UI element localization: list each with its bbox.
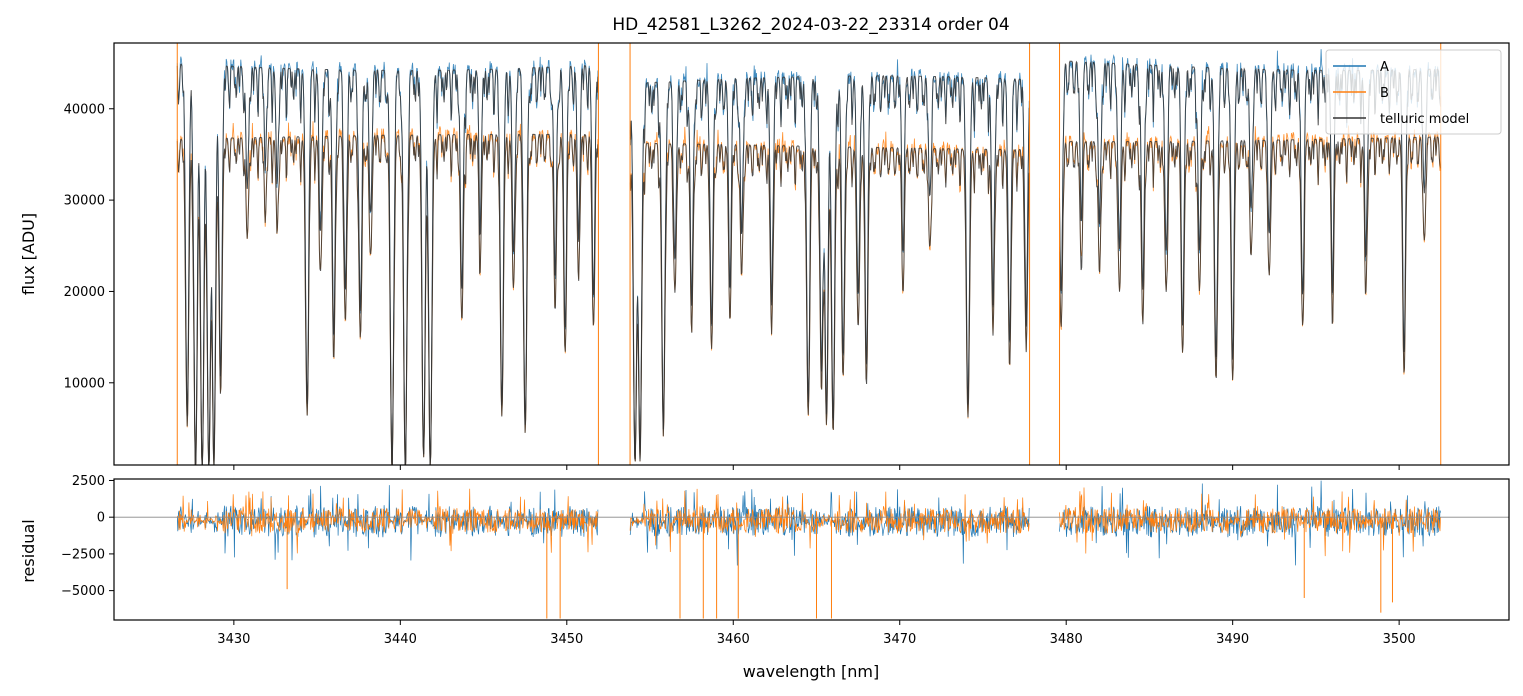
x-tick-label: 3490 <box>1216 632 1249 647</box>
telluric-model-line <box>629 74 1030 460</box>
residual-y-tick-label: 0 <box>97 511 105 526</box>
x-tick-label: 3470 <box>883 632 916 647</box>
residual-y-tick-label: 2500 <box>72 474 105 489</box>
residual-y-axis-label: residual <box>19 519 38 582</box>
telluric-model-line <box>629 142 1030 462</box>
flux-y-tick-label: 40000 <box>64 102 105 117</box>
flux-y-tick-label: 20000 <box>64 285 105 300</box>
telluric-model-line <box>176 63 599 465</box>
legend-label-b: B <box>1380 86 1389 101</box>
chart-title: HD_42581_L3262_2024-03-22_23314 order 04 <box>612 15 1009 35</box>
residual-b-line <box>629 488 1030 553</box>
flux-y-tick-label: 10000 <box>64 376 105 391</box>
legend-box <box>1325 49 1502 135</box>
residual-y-tick-label: −5000 <box>61 584 105 599</box>
residual-panel-frame <box>113 478 1510 621</box>
flux-y-ticks: 10000 20000 30000 40000 <box>64 102 114 391</box>
x-axis-label: wavelength [nm] <box>743 662 880 681</box>
residual-b-line <box>176 488 599 554</box>
residual-y-ticks: −5000 −2500 0 2500 <box>61 474 114 599</box>
x-tick-label: 3460 <box>717 632 750 647</box>
flux-y-tick-label: 30000 <box>64 194 105 209</box>
residual-x-ticks: 3430 3440 3450 3460 3470 3480 3490 3500 <box>217 620 1416 647</box>
flux-panel-frame <box>113 42 1510 466</box>
residual-a-line <box>176 485 599 561</box>
x-tick-label: 3500 <box>1383 632 1416 647</box>
flux-panel: 10000 20000 30000 40000 flux [ADU] A B tell… <box>19 42 1510 470</box>
x-tick-label: 3440 <box>384 632 417 647</box>
residual-y-tick-label: −2500 <box>61 547 105 562</box>
legend-label-telluric: telluric model <box>1380 112 1469 127</box>
flux-x-tick-marks <box>233 465 1400 470</box>
telluric-model-line <box>1059 135 1442 381</box>
x-tick-label: 3480 <box>1050 632 1083 647</box>
residual-b-line <box>1059 487 1441 557</box>
x-tick-label: 3450 <box>550 632 583 647</box>
flux-y-axis-label: flux [ADU] <box>19 213 38 295</box>
telluric-model-line <box>176 133 599 465</box>
x-tick-label: 3430 <box>217 632 250 647</box>
residual-series-group <box>114 480 1509 619</box>
legend-label-a: A <box>1380 60 1389 75</box>
residual-panel: −5000 −2500 0 2500 3430 3440 3450 3460 3470 3480… <box>19 474 1510 681</box>
legend: A B telluric model <box>1325 49 1502 135</box>
